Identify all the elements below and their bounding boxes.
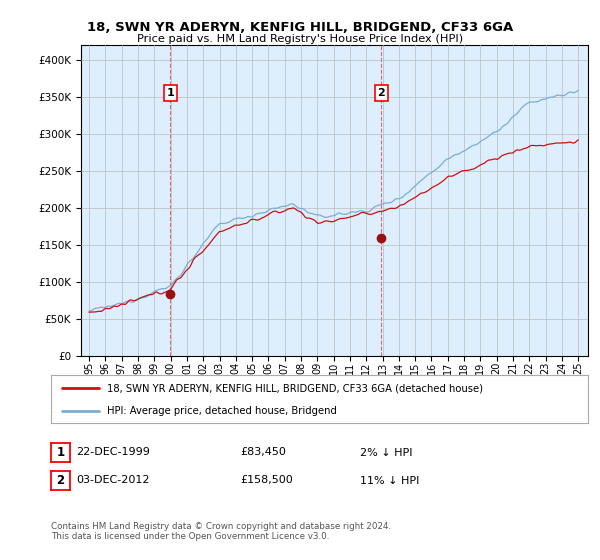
Text: Contains HM Land Registry data © Crown copyright and database right 2024.
This d: Contains HM Land Registry data © Crown c… bbox=[51, 522, 391, 542]
Text: £83,450: £83,450 bbox=[240, 447, 286, 458]
Text: 2: 2 bbox=[56, 474, 65, 487]
Text: £158,500: £158,500 bbox=[240, 475, 293, 486]
Text: 1: 1 bbox=[166, 88, 174, 98]
Text: 2: 2 bbox=[377, 88, 385, 98]
Text: Price paid vs. HM Land Registry's House Price Index (HPI): Price paid vs. HM Land Registry's House … bbox=[137, 34, 463, 44]
Text: 1: 1 bbox=[56, 446, 65, 459]
Text: 22-DEC-1999: 22-DEC-1999 bbox=[76, 447, 150, 458]
Text: 18, SWN YR ADERYN, KENFIG HILL, BRIDGEND, CF33 6GA (detached house): 18, SWN YR ADERYN, KENFIG HILL, BRIDGEND… bbox=[107, 383, 484, 393]
Text: 11% ↓ HPI: 11% ↓ HPI bbox=[360, 475, 419, 486]
Text: HPI: Average price, detached house, Bridgend: HPI: Average price, detached house, Brid… bbox=[107, 406, 337, 416]
Text: 2% ↓ HPI: 2% ↓ HPI bbox=[360, 447, 413, 458]
Text: 03-DEC-2012: 03-DEC-2012 bbox=[76, 475, 150, 486]
Text: 18, SWN YR ADERYN, KENFIG HILL, BRIDGEND, CF33 6GA: 18, SWN YR ADERYN, KENFIG HILL, BRIDGEND… bbox=[87, 21, 513, 34]
